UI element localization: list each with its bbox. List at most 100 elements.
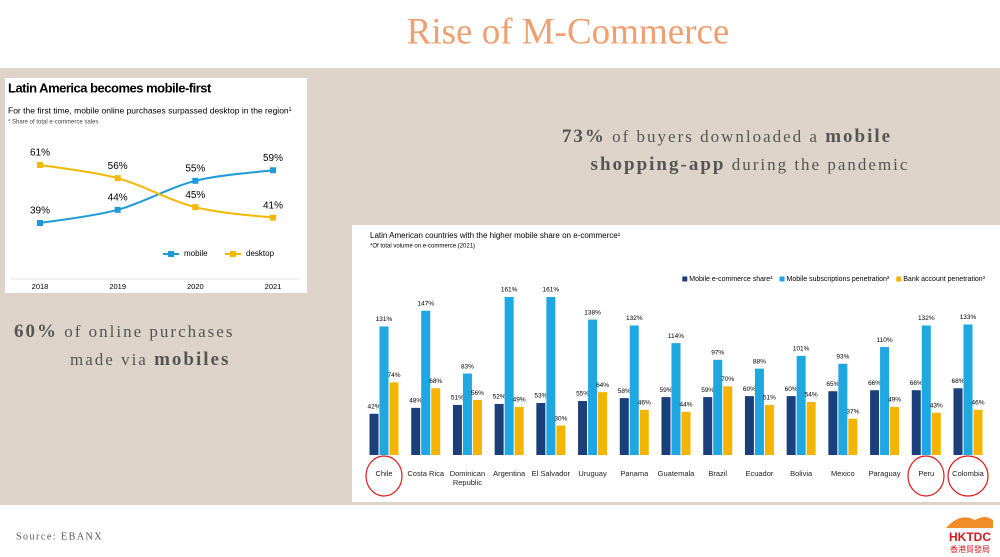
data-label: 59% bbox=[659, 387, 672, 394]
bar bbox=[504, 297, 514, 455]
x-tick-label: Costa Rica bbox=[407, 469, 445, 478]
stat-text-part: during the pandemic bbox=[732, 155, 910, 174]
bar bbox=[546, 297, 556, 455]
chart-subtitle: For the first time, mobile online purcha… bbox=[8, 105, 292, 115]
bar bbox=[578, 401, 588, 455]
data-label: 41% bbox=[263, 200, 283, 211]
bar bbox=[411, 407, 421, 455]
stat-number: 60% bbox=[14, 321, 58, 342]
data-label: 65% bbox=[826, 381, 839, 388]
x-tick-label: Uruguay bbox=[578, 469, 607, 478]
bar bbox=[452, 404, 462, 455]
x-tick-label: Colombia bbox=[952, 469, 984, 478]
data-label: 161% bbox=[501, 287, 518, 294]
bar bbox=[723, 386, 733, 455]
slide-title: Rise of M-Commerce bbox=[407, 11, 730, 52]
bar bbox=[848, 418, 858, 455]
data-label: 97% bbox=[711, 350, 724, 357]
bar bbox=[806, 402, 816, 455]
bar bbox=[744, 396, 754, 455]
bar bbox=[494, 403, 504, 455]
data-label: 56% bbox=[471, 390, 484, 397]
data-label: 44% bbox=[108, 192, 128, 203]
stat-text: 73% of buyers downloaded a mobile bbox=[562, 126, 892, 147]
data-label: 59% bbox=[701, 387, 714, 394]
legend-label: Mobile subscriptions penetration² bbox=[787, 276, 890, 283]
legend-marker bbox=[168, 251, 174, 257]
bar bbox=[514, 406, 524, 455]
logo-name: HKTDC bbox=[949, 530, 991, 544]
chart-note: * Share of total e-commerce sales bbox=[8, 120, 98, 126]
bar bbox=[786, 396, 796, 455]
point-marker bbox=[114, 206, 121, 213]
data-label: 64% bbox=[596, 382, 609, 389]
bar bbox=[661, 397, 671, 455]
highlight-circle bbox=[907, 455, 945, 497]
data-label: 161% bbox=[543, 287, 560, 294]
data-label: 39% bbox=[30, 206, 50, 217]
bar bbox=[931, 412, 941, 455]
stat-text: 60% of online purchases bbox=[14, 321, 234, 342]
stat-bold: shopping-app bbox=[591, 154, 726, 175]
data-label: 46% bbox=[638, 400, 651, 407]
x-tick-label: Paraguay bbox=[868, 469, 901, 478]
legend-label: mobile bbox=[184, 249, 208, 258]
logo-subtitle: 香港貿發局 bbox=[950, 544, 990, 554]
data-label: 68% bbox=[429, 378, 442, 385]
bar bbox=[556, 425, 566, 455]
data-label: 44% bbox=[679, 402, 692, 409]
data-label: 46% bbox=[971, 400, 984, 407]
legend-marker bbox=[230, 251, 236, 257]
bar bbox=[431, 388, 441, 455]
bar bbox=[639, 409, 649, 455]
stat-number: 73% bbox=[562, 126, 606, 147]
stat-text-part: of online purchases bbox=[64, 322, 234, 341]
chart-subtitle: *Of total volume on e-commerce (2021) bbox=[370, 244, 475, 250]
bar bbox=[890, 406, 900, 455]
bar bbox=[629, 325, 639, 455]
bar bbox=[681, 411, 691, 455]
point-marker bbox=[270, 167, 276, 174]
bar bbox=[671, 343, 681, 455]
x-tick-label: Ecuador bbox=[745, 469, 774, 478]
data-label: 132% bbox=[918, 315, 935, 322]
data-label: 51% bbox=[763, 395, 776, 402]
data-label: 66% bbox=[910, 380, 923, 387]
x-tick-label: 2020 bbox=[187, 282, 204, 291]
x-tick-label: Panama bbox=[620, 469, 649, 478]
data-label: 52% bbox=[493, 394, 506, 401]
stat-text-part: made via bbox=[70, 350, 148, 369]
chart-title: Latin American countries with the higher… bbox=[370, 231, 621, 240]
data-label: 74% bbox=[387, 372, 400, 379]
point-marker bbox=[37, 162, 43, 168]
data-label: 51% bbox=[451, 395, 464, 402]
bar bbox=[598, 392, 608, 455]
data-label: 37% bbox=[846, 408, 859, 415]
data-label: 114% bbox=[668, 333, 684, 340]
legend-swatch bbox=[682, 276, 688, 282]
bar bbox=[713, 359, 723, 455]
bar bbox=[764, 404, 774, 455]
data-label: 147% bbox=[417, 300, 434, 307]
bar bbox=[953, 388, 963, 455]
data-label: 132% bbox=[626, 315, 643, 322]
logo-shape bbox=[946, 517, 993, 528]
x-tick-label: Chile bbox=[375, 469, 393, 478]
bar bbox=[389, 382, 399, 455]
bar bbox=[921, 325, 931, 455]
bar bbox=[754, 368, 764, 455]
data-label: 131% bbox=[376, 316, 393, 323]
data-label: 48% bbox=[409, 398, 422, 405]
stat-bold: mobile bbox=[825, 126, 892, 147]
data-label: 30% bbox=[554, 415, 567, 422]
point-marker bbox=[37, 220, 43, 226]
data-label: 60% bbox=[785, 386, 798, 393]
legend-label: desktop bbox=[246, 249, 275, 258]
x-tick-label: Dominican Republic bbox=[449, 469, 486, 487]
bar bbox=[911, 390, 921, 455]
bar bbox=[462, 373, 472, 455]
data-label: 42% bbox=[367, 404, 380, 411]
x-tick-label: Guatemala bbox=[657, 469, 695, 478]
data-label: 54% bbox=[805, 392, 818, 399]
